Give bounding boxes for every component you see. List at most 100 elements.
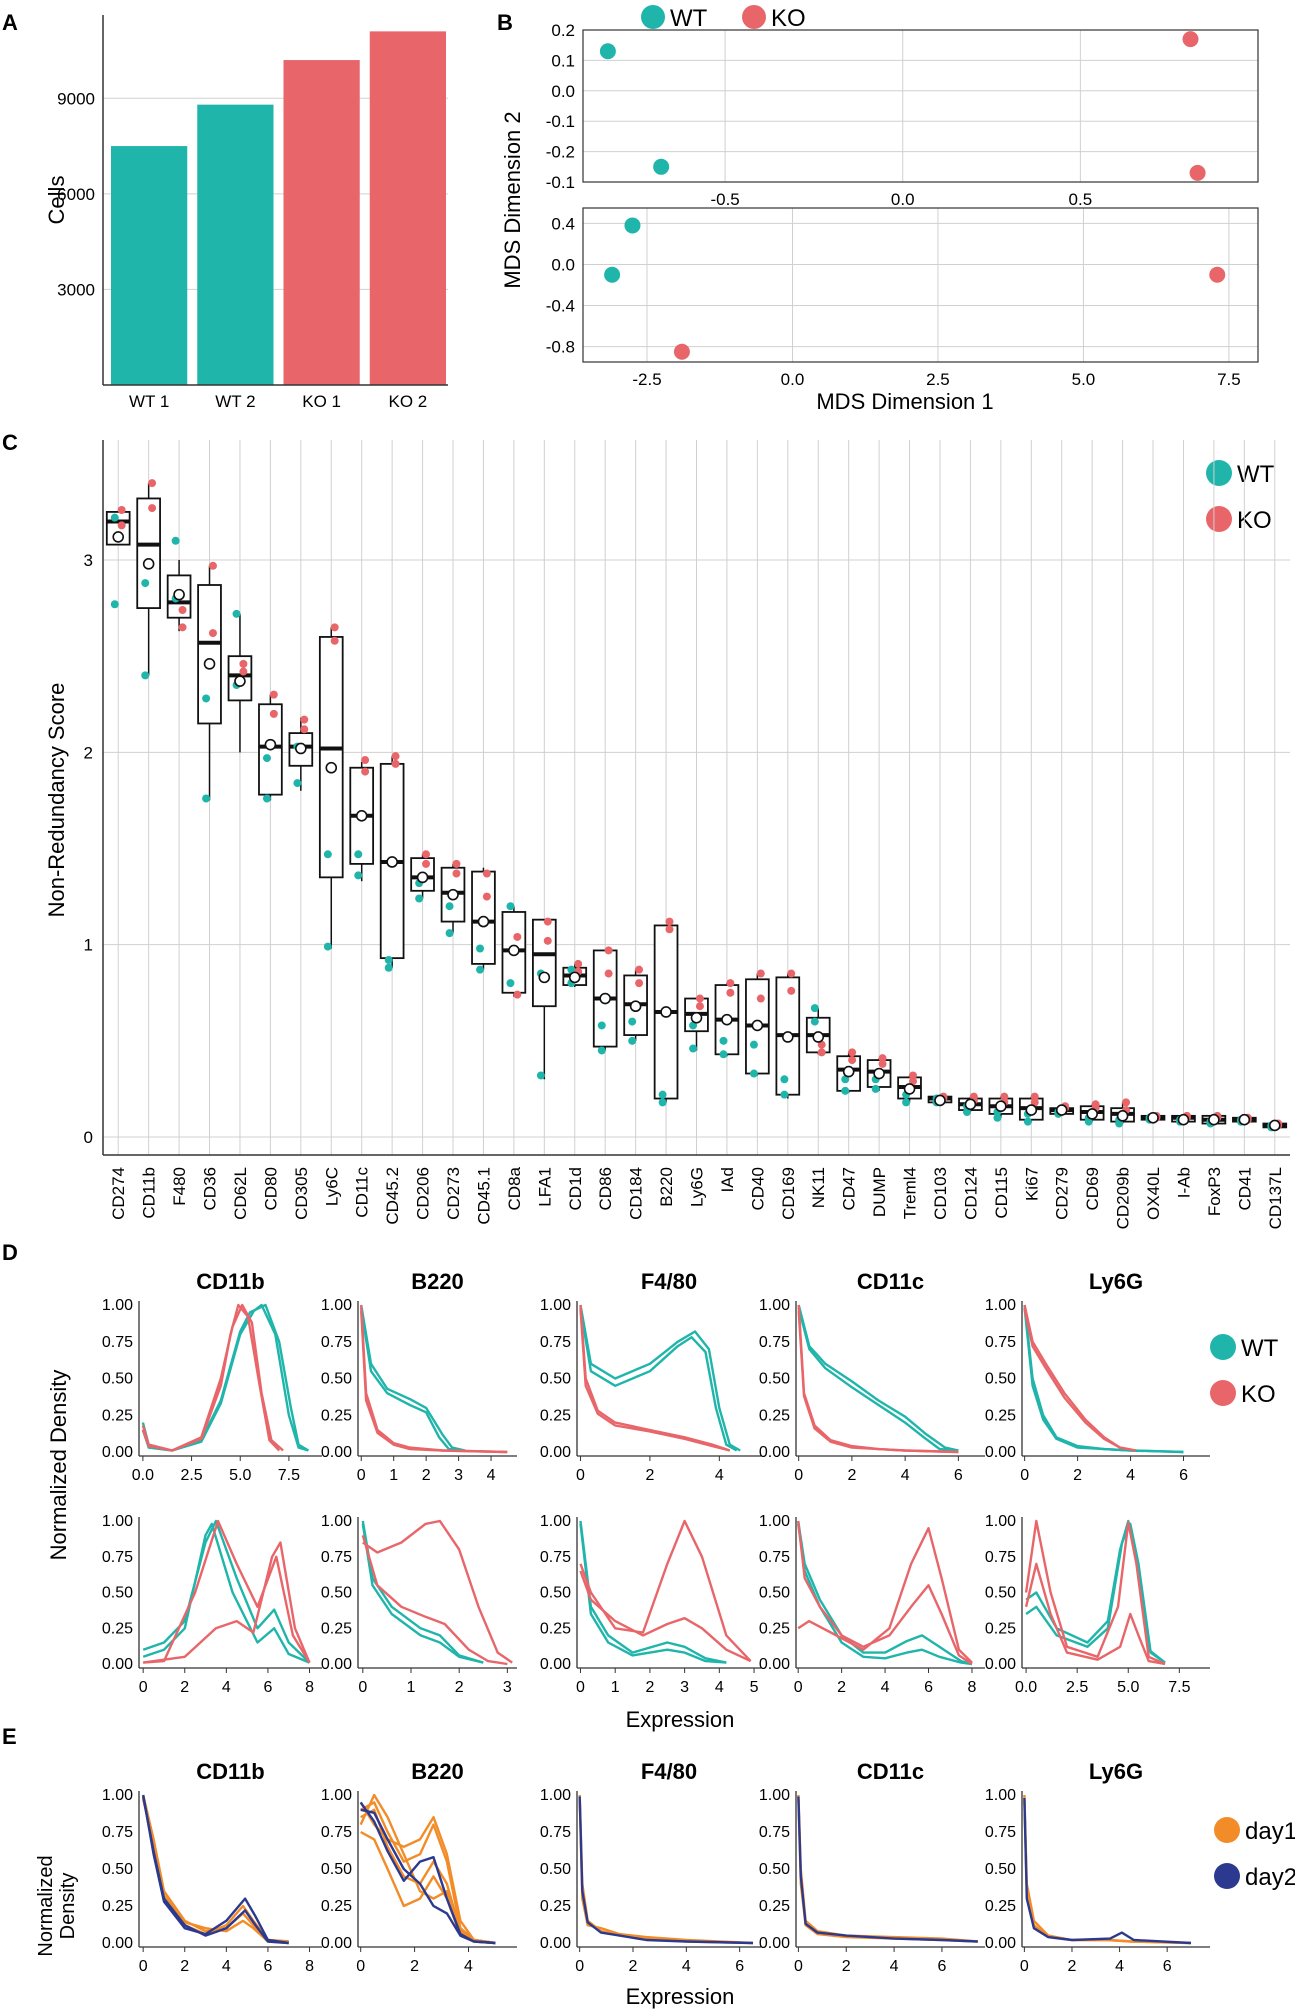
c-x-tick-label: DUMP <box>870 1167 889 1217</box>
a-x-tick-label: WT 2 <box>215 392 255 411</box>
c-x-tick-label: CD47 <box>840 1167 859 1210</box>
b-y-tick-label: -0.1 <box>546 112 575 131</box>
e-x-tick-label: 6 <box>937 1958 946 1975</box>
c-mean <box>842 1065 855 1078</box>
d-x-tick-label: 0.0 <box>1015 1679 1037 1696</box>
a-bar-wt-2 <box>197 104 274 385</box>
b-point-ko <box>673 343 690 360</box>
e-legend-day1-key <box>1214 1817 1240 1843</box>
c-mean <box>690 1011 703 1024</box>
d-panel-title: F4/80 <box>641 1269 697 1294</box>
d-curve-wt <box>360 1307 462 1452</box>
c-point-ko <box>848 1048 857 1057</box>
c-x-tick-label: CD45.1 <box>474 1167 493 1225</box>
c-point-ko <box>330 636 339 645</box>
d-y-tick-label: 0.50 <box>102 1585 133 1602</box>
e-curve-day2 <box>359 1801 496 1945</box>
d-x-tick-label: 2 <box>180 1679 189 1696</box>
c-point-ko <box>513 990 522 999</box>
c-point-ko <box>908 1077 917 1086</box>
c-point-wt <box>628 1036 637 1045</box>
c-x-tick-label: CD184 <box>627 1167 646 1220</box>
c-mean <box>1147 1111 1159 1124</box>
d-y-tick-label: 0.50 <box>321 1585 352 1602</box>
d-curve-ko <box>360 1310 508 1454</box>
b-x-tick-label: 2.5 <box>926 370 950 389</box>
d-curve-ko <box>579 1304 731 1452</box>
d-curve-ko <box>141 1303 281 1452</box>
d-y-tick-label: 0.50 <box>321 1371 352 1388</box>
d-y-tick-label: 0.00 <box>985 1656 1016 1673</box>
c-point-ko <box>178 623 187 632</box>
c-point-ko <box>543 936 552 945</box>
c-point-wt <box>658 1090 667 1099</box>
e-y-tick-label: 1.00 <box>321 1787 352 1804</box>
d-y-tick-label: 0.50 <box>540 1585 571 1602</box>
panel-label-b: B <box>497 10 513 35</box>
d-y-tick-label: 0.50 <box>759 1371 790 1388</box>
c-x-tick-label: I-Ab <box>1174 1167 1193 1198</box>
c-point-ko <box>878 1059 887 1068</box>
d-panel-title: CD11c <box>857 1269 924 1294</box>
d-y-tick-label: 0.75 <box>102 1334 133 1351</box>
c-point-wt <box>202 694 211 703</box>
b-y-tick-label: 0.0 <box>551 82 575 101</box>
d-x-tick-label: 2 <box>847 1467 856 1484</box>
c-mean <box>1055 1104 1068 1116</box>
c-y-tick-label: 2 <box>84 743 93 762</box>
d-x-tick-label: 6 <box>954 1467 963 1484</box>
e-y-axis-title-line1: Normalized <box>35 1855 57 1956</box>
d-y-tick-label: 0.00 <box>759 1444 790 1461</box>
d-curve-wt <box>797 1307 959 1452</box>
d-x-tick-label: 2 <box>422 1467 431 1484</box>
panel-e-density-plots: 0.00 0.25 0.50 0.75 1.00 0 2 4 6 8 CD11b 0.00 0.25 0.… <box>102 1759 1210 1975</box>
e-x-tick-label: 6 <box>735 1958 744 1975</box>
c-point-wt <box>354 850 363 859</box>
a-x-tick-label: WT 1 <box>129 392 169 411</box>
e-x-tick-label: 6 <box>1163 1958 1172 1975</box>
d-x-tick-label: 2 <box>645 1679 654 1696</box>
e-curve-day2 <box>797 1796 978 1943</box>
e-x-tick-label: 4 <box>1115 1958 1124 1975</box>
b-y-tick-label: 0.1 <box>551 51 575 70</box>
d-y-tick-label: 0.00 <box>102 1444 133 1461</box>
c-mean <box>112 531 125 543</box>
d-y-tick-label: 0.50 <box>540 1371 571 1388</box>
e-x-tick-label: 4 <box>464 1958 473 1975</box>
panel-label-d: D <box>2 1240 18 1265</box>
e-x-tick-label: 0 <box>139 1958 148 1975</box>
d-panel-title: B220 <box>411 1269 464 1294</box>
c-y-tick-label: 3 <box>84 551 93 570</box>
e-x-tick-label: 4 <box>890 1958 899 1975</box>
d-y-tick-label: 0.00 <box>321 1444 352 1461</box>
e-legend-day2-key <box>1214 1863 1240 1889</box>
e-curve-day1 <box>359 1801 496 1945</box>
c-point-ko <box>452 859 461 868</box>
c-mean <box>1238 1113 1251 1126</box>
c-point-wt <box>597 1046 606 1055</box>
c-mean <box>782 1031 794 1043</box>
d-y-tick-label: 0.25 <box>321 1620 352 1637</box>
c-x-tick-label: CD274 <box>109 1167 128 1220</box>
d-x-tick-label: 0 <box>1020 1467 1029 1484</box>
d-x-tick-label: 3 <box>454 1467 463 1484</box>
e-panel-title: F4/80 <box>641 1759 697 1784</box>
e-curve-day1 <box>797 1799 978 1943</box>
c-mean <box>1268 1119 1281 1132</box>
c-point-wt <box>719 1050 728 1059</box>
d-x-tick-label: 0 <box>794 1679 803 1696</box>
e-curve-day1 <box>360 1808 496 1945</box>
c-point-wt <box>476 944 485 953</box>
d-x-tick-label: 2.5 <box>1066 1679 1088 1696</box>
d-curve-wt <box>361 1523 484 1664</box>
e-x-tick-label: 2 <box>842 1958 851 1975</box>
e-y-tick-label: 0.75 <box>985 1824 1016 1841</box>
b-y-tick-label: -0.8 <box>546 338 575 357</box>
d-y-tick-label: 0.50 <box>985 1371 1016 1388</box>
d-y-tick-label: 0.75 <box>985 1334 1016 1351</box>
c-point-wt <box>689 1021 698 1030</box>
c-point-wt <box>445 902 454 911</box>
d-x-tick-label: 5 <box>750 1679 759 1696</box>
c-point-ko <box>543 917 552 926</box>
d-y-tick-label: 0.75 <box>759 1334 790 1351</box>
